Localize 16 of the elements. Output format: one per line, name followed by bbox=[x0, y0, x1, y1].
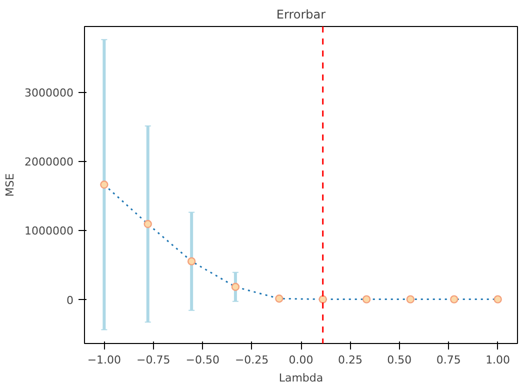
x-tick-label: 0.25 bbox=[338, 354, 362, 366]
y-axis-title: MSE bbox=[4, 173, 17, 197]
x-tick-label: −0.50 bbox=[186, 354, 220, 366]
x-tick-label: −1.00 bbox=[87, 354, 122, 366]
y-tick-label: 0 bbox=[66, 294, 74, 307]
y-tick-label: 2000000 bbox=[24, 156, 74, 169]
x-tick-label: 0.00 bbox=[288, 354, 314, 366]
x-tick-label: 0.75 bbox=[436, 354, 461, 366]
y-tick-label: 1000000 bbox=[24, 224, 74, 238]
x-tick-label: 1.00 bbox=[486, 354, 510, 366]
x-tick-label: −0.25 bbox=[234, 354, 269, 366]
chart-title: Errorbar bbox=[276, 8, 326, 22]
y-tick-label: 3000000 bbox=[24, 86, 74, 100]
x-tick-label: −0.75 bbox=[136, 354, 170, 366]
x-axis-title: Lambda bbox=[278, 372, 324, 384]
x-tick-label: 0.50 bbox=[387, 354, 412, 366]
